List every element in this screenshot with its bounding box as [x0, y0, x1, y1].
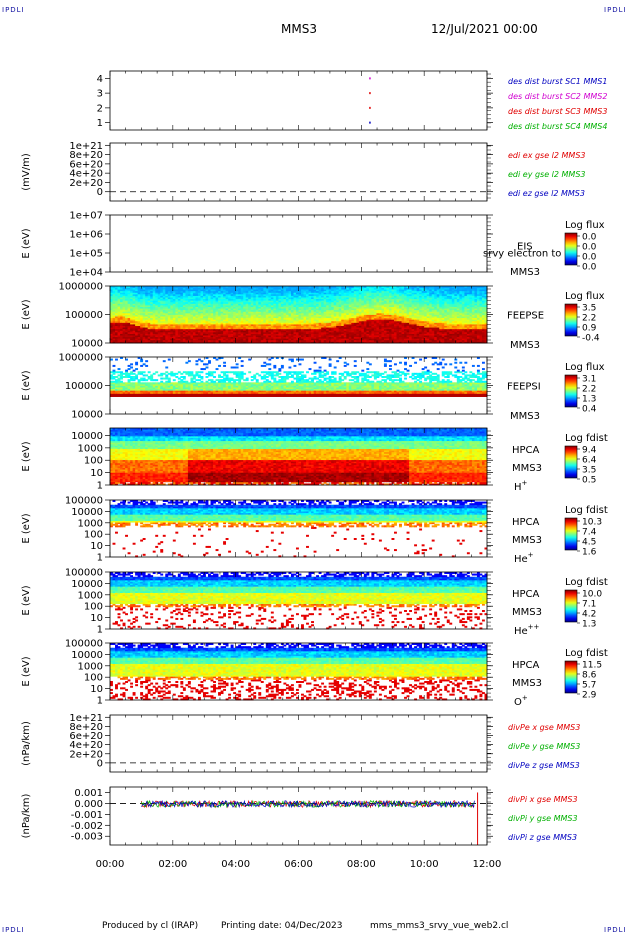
panel-frame — [110, 143, 487, 201]
legend-entry: des dist burst SC1 MMS1 — [508, 77, 607, 86]
burst-point — [369, 122, 371, 124]
y-tick-label: 3 — [97, 89, 103, 100]
legend-entry: edi ez gse l2 MMS3 — [508, 189, 585, 198]
colorbar-tick-label: 0.0 — [582, 263, 597, 273]
instrument-extra-label: srvy electron to — [483, 249, 561, 260]
burst-point — [369, 92, 371, 94]
panel-frame — [110, 215, 487, 272]
colorbar-title: Log flux — [565, 220, 605, 231]
colorbar — [565, 233, 577, 265]
y-axis-label: E (eV) — [21, 228, 32, 258]
y-tick-label: 1e+05 — [69, 249, 103, 260]
y-tick-label: 1e+06 — [69, 230, 103, 241]
y-tick-label: 1e+21 — [69, 141, 103, 152]
legend-entry: des dist burst SC3 MMS3 — [508, 107, 607, 116]
panel-des-burst: 1 2 3 4 des dist burst SC1 MMS1 des dist burs… — [97, 71, 608, 131]
colorbar-tick-label: 0.0 — [582, 253, 597, 263]
spacecraft-label: MMS3 — [510, 267, 540, 278]
burst-point — [369, 107, 371, 109]
y-tick-label: 4 — [97, 74, 103, 85]
colorbar-tick-label: 0.0 — [582, 233, 597, 243]
legend-entry: des dist burst SC4 MMS4 — [508, 122, 607, 131]
legend-entry: edi ex gse l2 MMS3 — [508, 151, 586, 160]
panel-frame — [110, 71, 487, 130]
y-tick-label: 1 — [97, 118, 103, 129]
legend-entry: des dist burst SC2 MMS2 — [508, 92, 607, 101]
y-tick-label: 2 — [97, 103, 103, 114]
y-tick-label: 1e+07 — [69, 211, 103, 222]
legend-entry: edi ey gse l2 MMS3 — [508, 170, 586, 179]
colorbar-tick-label: 0.0 — [582, 243, 597, 253]
burst-point — [369, 77, 371, 79]
y-tick-label: 1e+04 — [69, 268, 103, 279]
y-axis-label: (mV/m) — [21, 153, 32, 191]
